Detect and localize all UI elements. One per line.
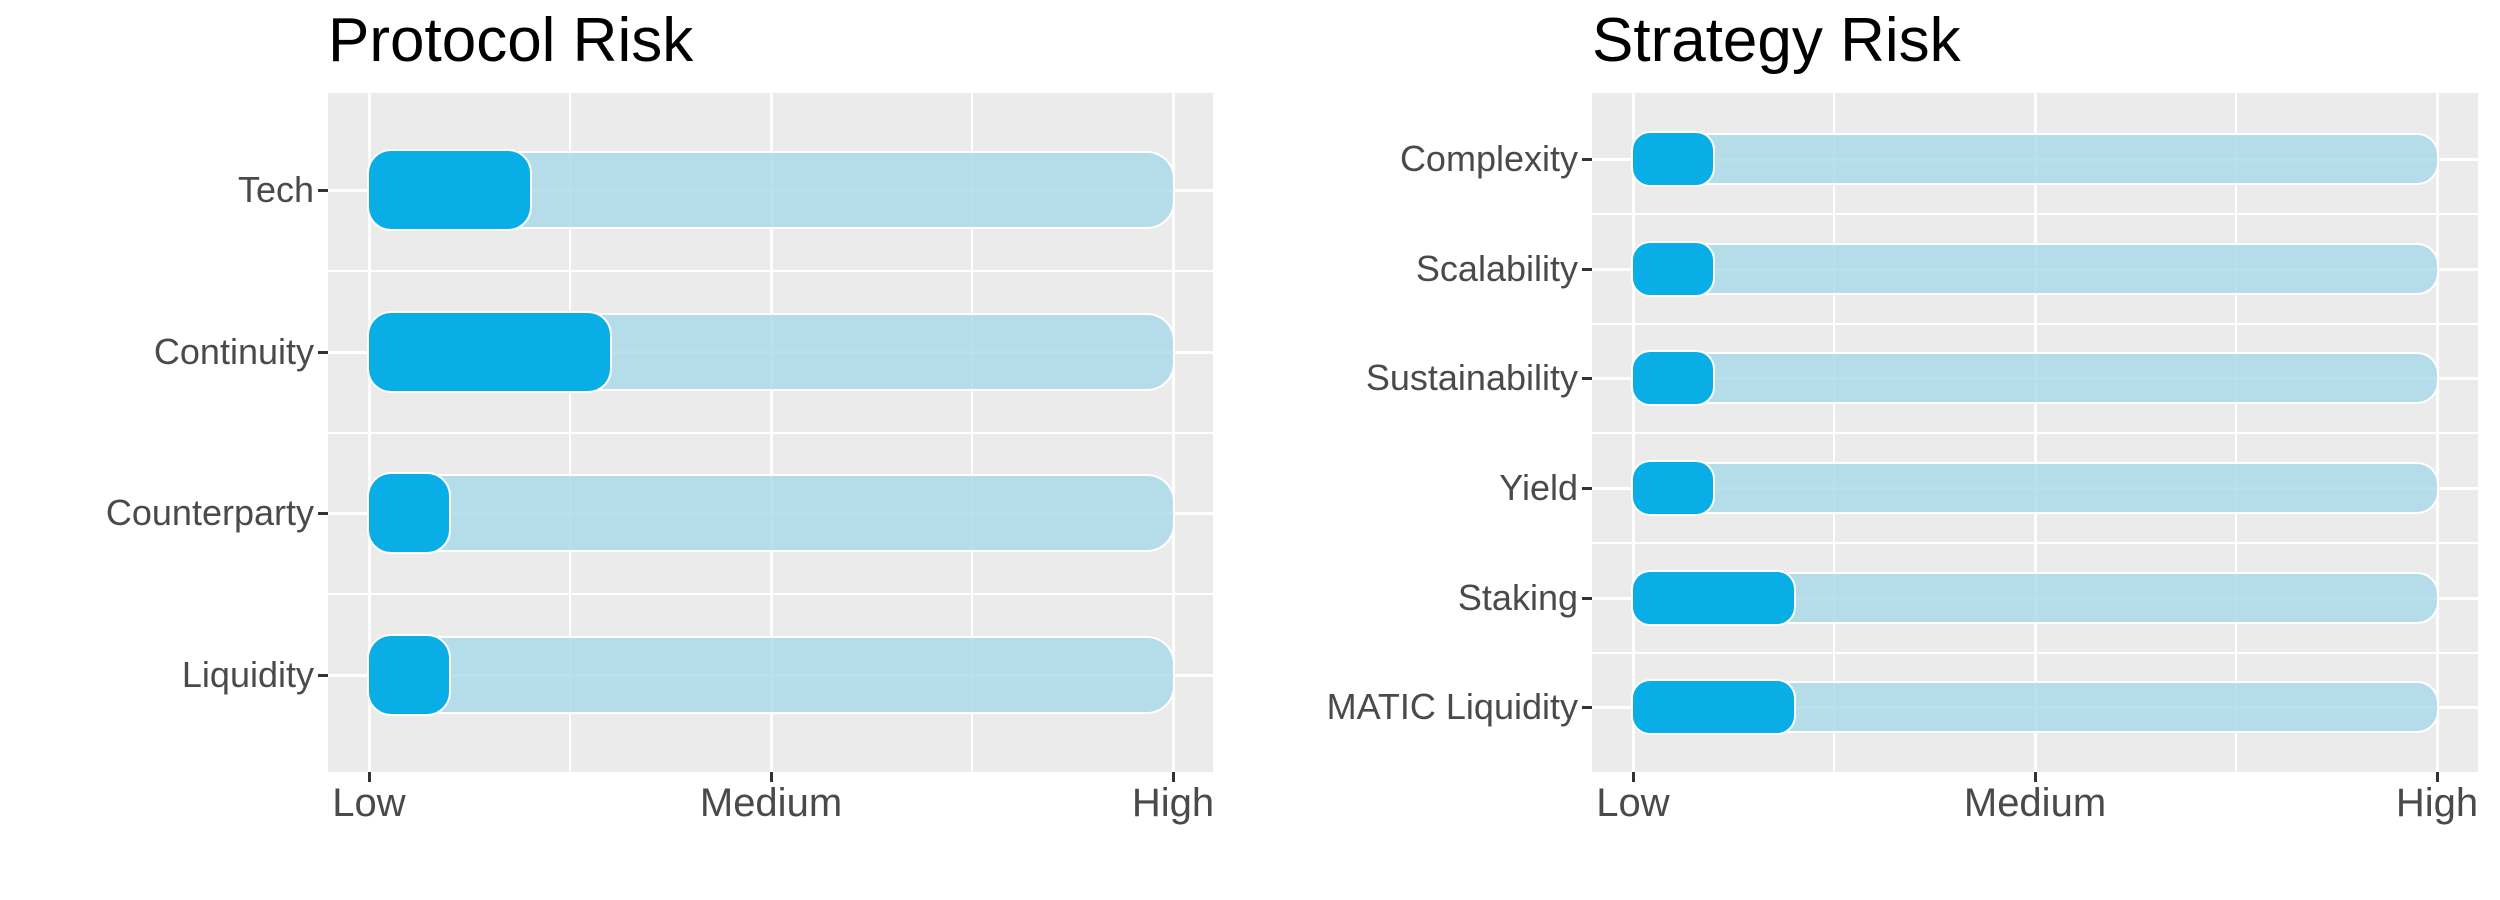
x-axis-tick	[367, 772, 371, 782]
risk-value-bar	[1633, 462, 1714, 514]
risk-value-bar	[1633, 133, 1714, 185]
y-axis-tick	[318, 511, 328, 515]
category-label: Tech	[237, 169, 314, 210]
y-axis-tick	[318, 188, 328, 192]
category-label: Staking	[1457, 577, 1578, 618]
risk-value-bar	[1633, 681, 1794, 733]
y-minor-gridline	[1592, 322, 2478, 325]
x-axis-tick	[2435, 772, 2439, 782]
y-minor-gridline	[1592, 213, 2478, 215]
risk-value-bar	[369, 636, 450, 714]
risk-track	[1633, 245, 2437, 293]
x-axis-label: Medium	[1963, 781, 2107, 825]
category-label: Complexity	[1399, 138, 1578, 179]
y-axis-tick	[318, 673, 328, 677]
x-axis-tick	[2033, 772, 2037, 782]
risk-track	[1633, 135, 2437, 183]
risk-value-bar	[1633, 572, 1794, 624]
risk-value-bar	[369, 474, 450, 552]
y-axis-tick	[1582, 267, 1592, 271]
y-minor-gridline	[328, 431, 1213, 434]
y-axis-tick	[1582, 157, 1592, 161]
x-axis-label: High	[2395, 781, 2479, 825]
y-axis-tick	[1582, 376, 1592, 380]
y-axis-tick	[1582, 486, 1592, 490]
risk-track	[1633, 354, 2437, 402]
x-axis-tick	[1631, 772, 1635, 782]
risk-value-bar	[369, 313, 611, 391]
category-label: Scalability	[1415, 248, 1578, 289]
risk-value-bar	[1633, 352, 1714, 404]
y-minor-gridline	[1592, 432, 2478, 434]
risk-track	[1633, 464, 2437, 512]
y-minor-gridline	[1592, 651, 2478, 654]
x-axis-tick	[1171, 772, 1175, 782]
risk-value-bar	[369, 151, 530, 229]
y-axis-tick	[318, 350, 328, 354]
category-label: Yield	[1499, 467, 1578, 508]
risk-track	[369, 638, 1173, 712]
category-label: Counterparty	[105, 492, 314, 533]
strategy-risk-title: Strategy Risk	[1592, 6, 1961, 75]
x-axis-label: High	[1131, 781, 1215, 825]
protocol-risk-title: Protocol Risk	[328, 6, 694, 75]
risk-track	[369, 476, 1173, 550]
x-axis-label: Medium	[699, 781, 843, 825]
x-axis-label: Low	[1596, 781, 1670, 825]
y-axis-tick	[1582, 596, 1592, 600]
category-label: MATIC Liquidity	[1326, 686, 1578, 727]
y-minor-gridline	[1592, 542, 2478, 544]
x-axis-tick	[769, 772, 773, 782]
x-axis-label: Low	[332, 781, 406, 825]
category-label: Continuity	[153, 331, 314, 372]
category-label: Sustainability	[1365, 357, 1578, 398]
risk-value-bar	[1633, 243, 1714, 295]
y-minor-gridline	[328, 593, 1213, 595]
category-label: Liquidity	[181, 654, 314, 695]
y-minor-gridline	[328, 270, 1213, 272]
y-axis-tick	[1582, 705, 1592, 709]
